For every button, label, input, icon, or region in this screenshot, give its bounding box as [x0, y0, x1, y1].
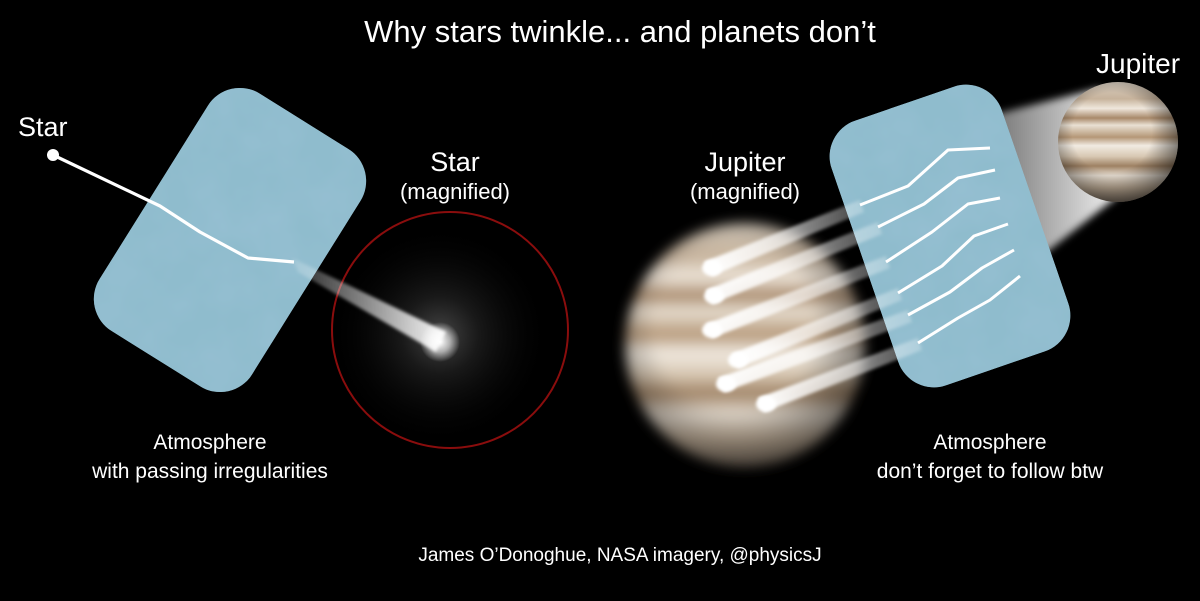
jupiter-streak-heads — [702, 260, 776, 412]
atmosphere-caption-left-line1: Atmosphere — [153, 431, 267, 454]
star-magnified-label: Star (magnified) — [355, 146, 555, 206]
jupiter-label: Jupiter — [1096, 48, 1181, 79]
atmosphere-slab-right — [819, 74, 1081, 398]
atmosphere-caption-right: Atmosphere don’t forget to follow btw — [840, 428, 1140, 486]
jupiter-magnified-name: Jupiter — [704, 147, 786, 177]
diagram-title: Why stars twinkle... and planets don’t — [364, 14, 876, 49]
jupiter-light-streaks — [704, 200, 922, 412]
jupiter-magnified — [625, 223, 865, 467]
star-beam — [292, 258, 446, 352]
atmosphere-slab-left — [79, 73, 381, 407]
atmosphere-caption-right-line2: don’t forget to follow btw — [876, 460, 1104, 483]
star-point — [47, 149, 59, 161]
jupiter-refracted-rays — [859, 146, 1021, 345]
jupiter-magnified-label: Jupiter (magnified) — [645, 146, 845, 206]
jupiter-magnified-note: (magnified) — [689, 179, 801, 204]
atmosphere-caption-left: Atmosphere with passing irregularities — [60, 428, 360, 486]
atmosphere-caption-left-line2: with passing irregularities — [92, 460, 328, 483]
atmosphere-caption-right-line1: Atmosphere — [933, 431, 1047, 454]
star-magnified-note: (magnified) — [399, 179, 511, 204]
star-magnified-name: Star — [430, 147, 480, 177]
star-label: Star — [18, 112, 68, 142]
star-light-path — [52, 153, 295, 264]
image-credit: James O’Donoghue, NASA imagery, @physics… — [418, 545, 822, 566]
jupiter-distant — [1058, 82, 1178, 202]
star-core — [420, 322, 460, 362]
